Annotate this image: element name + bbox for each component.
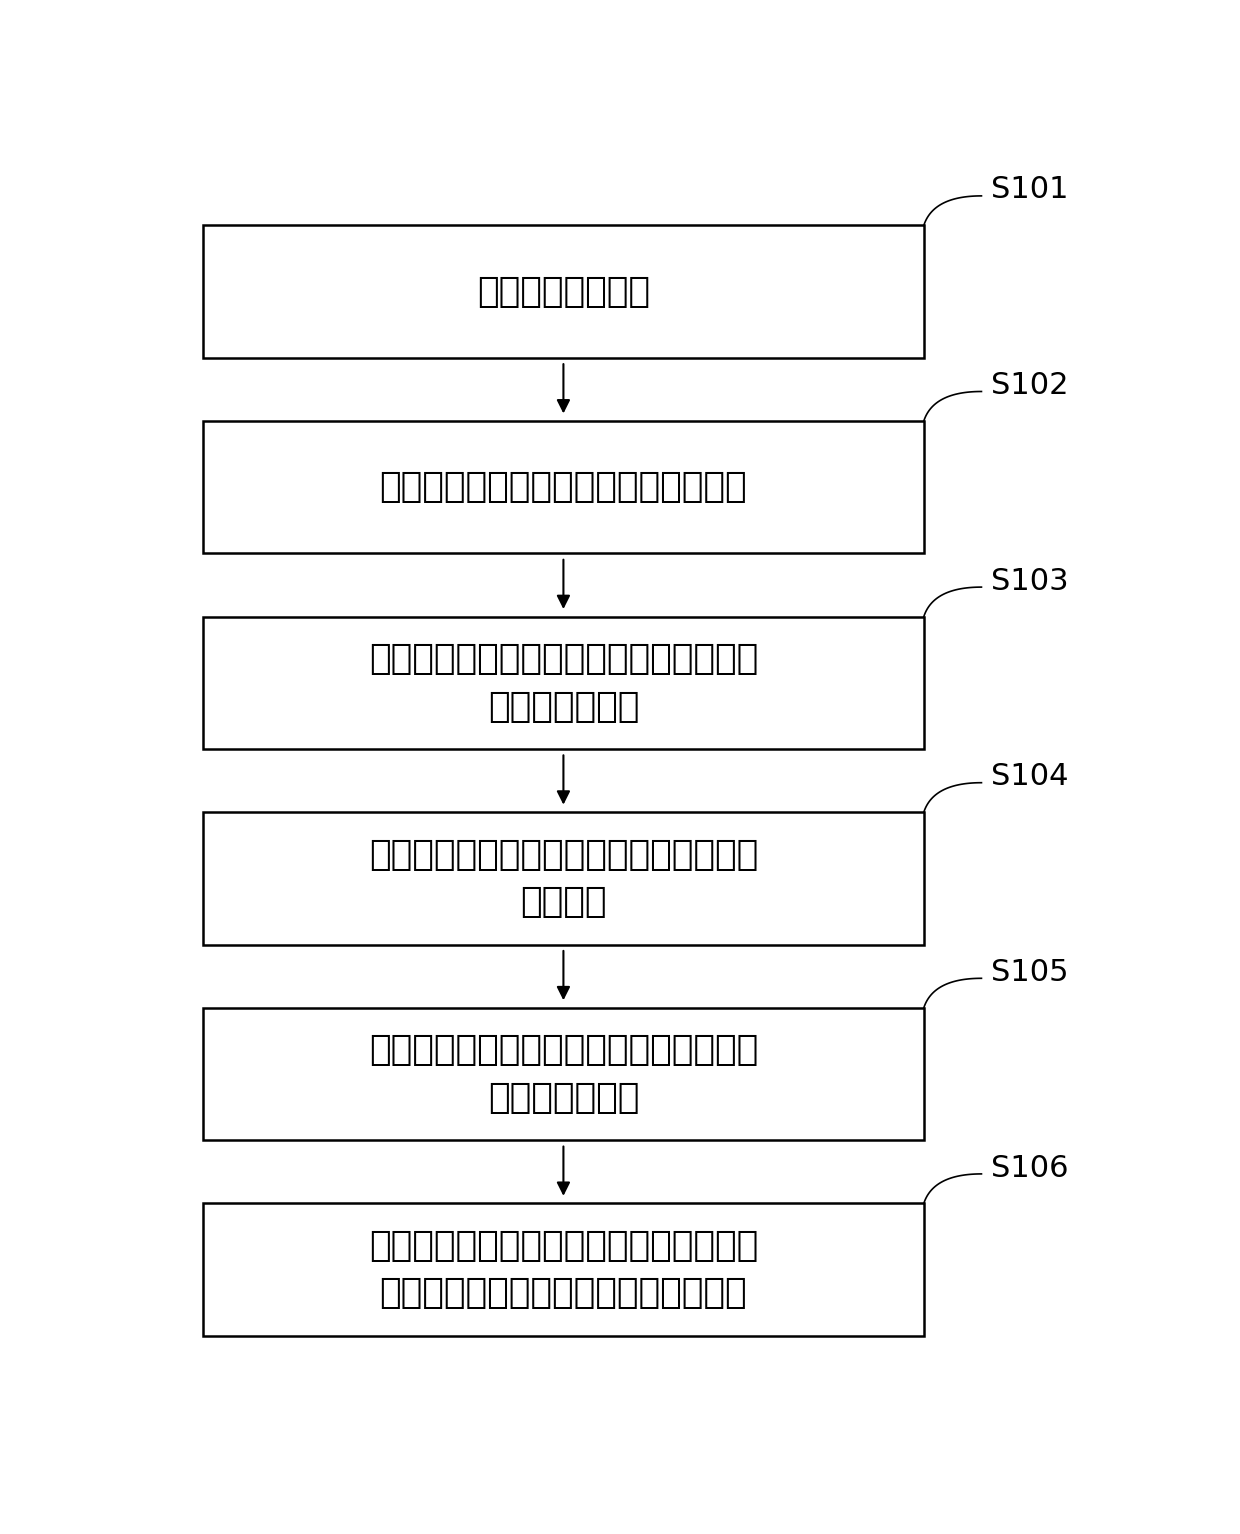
Bar xyxy=(203,225,924,357)
Text: S101: S101 xyxy=(991,175,1069,204)
Text: S106: S106 xyxy=(991,1154,1069,1183)
Text: 在硅镁合金粉末的表面包覆锡铟合金层: 在硅镁合金粉末的表面包覆锡铟合金层 xyxy=(379,469,748,505)
Bar xyxy=(203,420,924,554)
Text: S105: S105 xyxy=(991,957,1069,986)
Text: S103: S103 xyxy=(991,566,1069,595)
Text: 在含碳有机物的介质中球磨以及锻烧形成
表面有碳导电层的微孔结构的泡沫硅粉: 在含碳有机物的介质中球磨以及锻烧形成 表面有碳导电层的微孔结构的泡沫硅粉 xyxy=(368,1229,758,1310)
Text: 将固相扩散热处理后的硅镁合金粉末进行
氧化处理: 将固相扩散热处理后的硅镁合金粉末进行 氧化处理 xyxy=(368,838,758,919)
Bar xyxy=(203,1008,924,1140)
Text: 准备硅镁合金粉末: 准备硅镁合金粉末 xyxy=(477,275,650,308)
Bar xyxy=(203,617,924,749)
Text: 将氧化处理之后的硅镁合金粉末进行酸洗
去除锡、铟和镁: 将氧化处理之后的硅镁合金粉末进行酸洗 去除锡、铟和镁 xyxy=(368,1034,758,1115)
Text: S102: S102 xyxy=(991,371,1069,400)
Bar xyxy=(203,811,924,945)
Bar xyxy=(203,1204,924,1336)
Text: 将包覆有锡铟合金层的硅镁合金粉末进行
固相扩散热处理: 将包覆有锡铟合金层的硅镁合金粉末进行 固相扩散热处理 xyxy=(368,643,758,724)
Text: S104: S104 xyxy=(991,762,1069,792)
